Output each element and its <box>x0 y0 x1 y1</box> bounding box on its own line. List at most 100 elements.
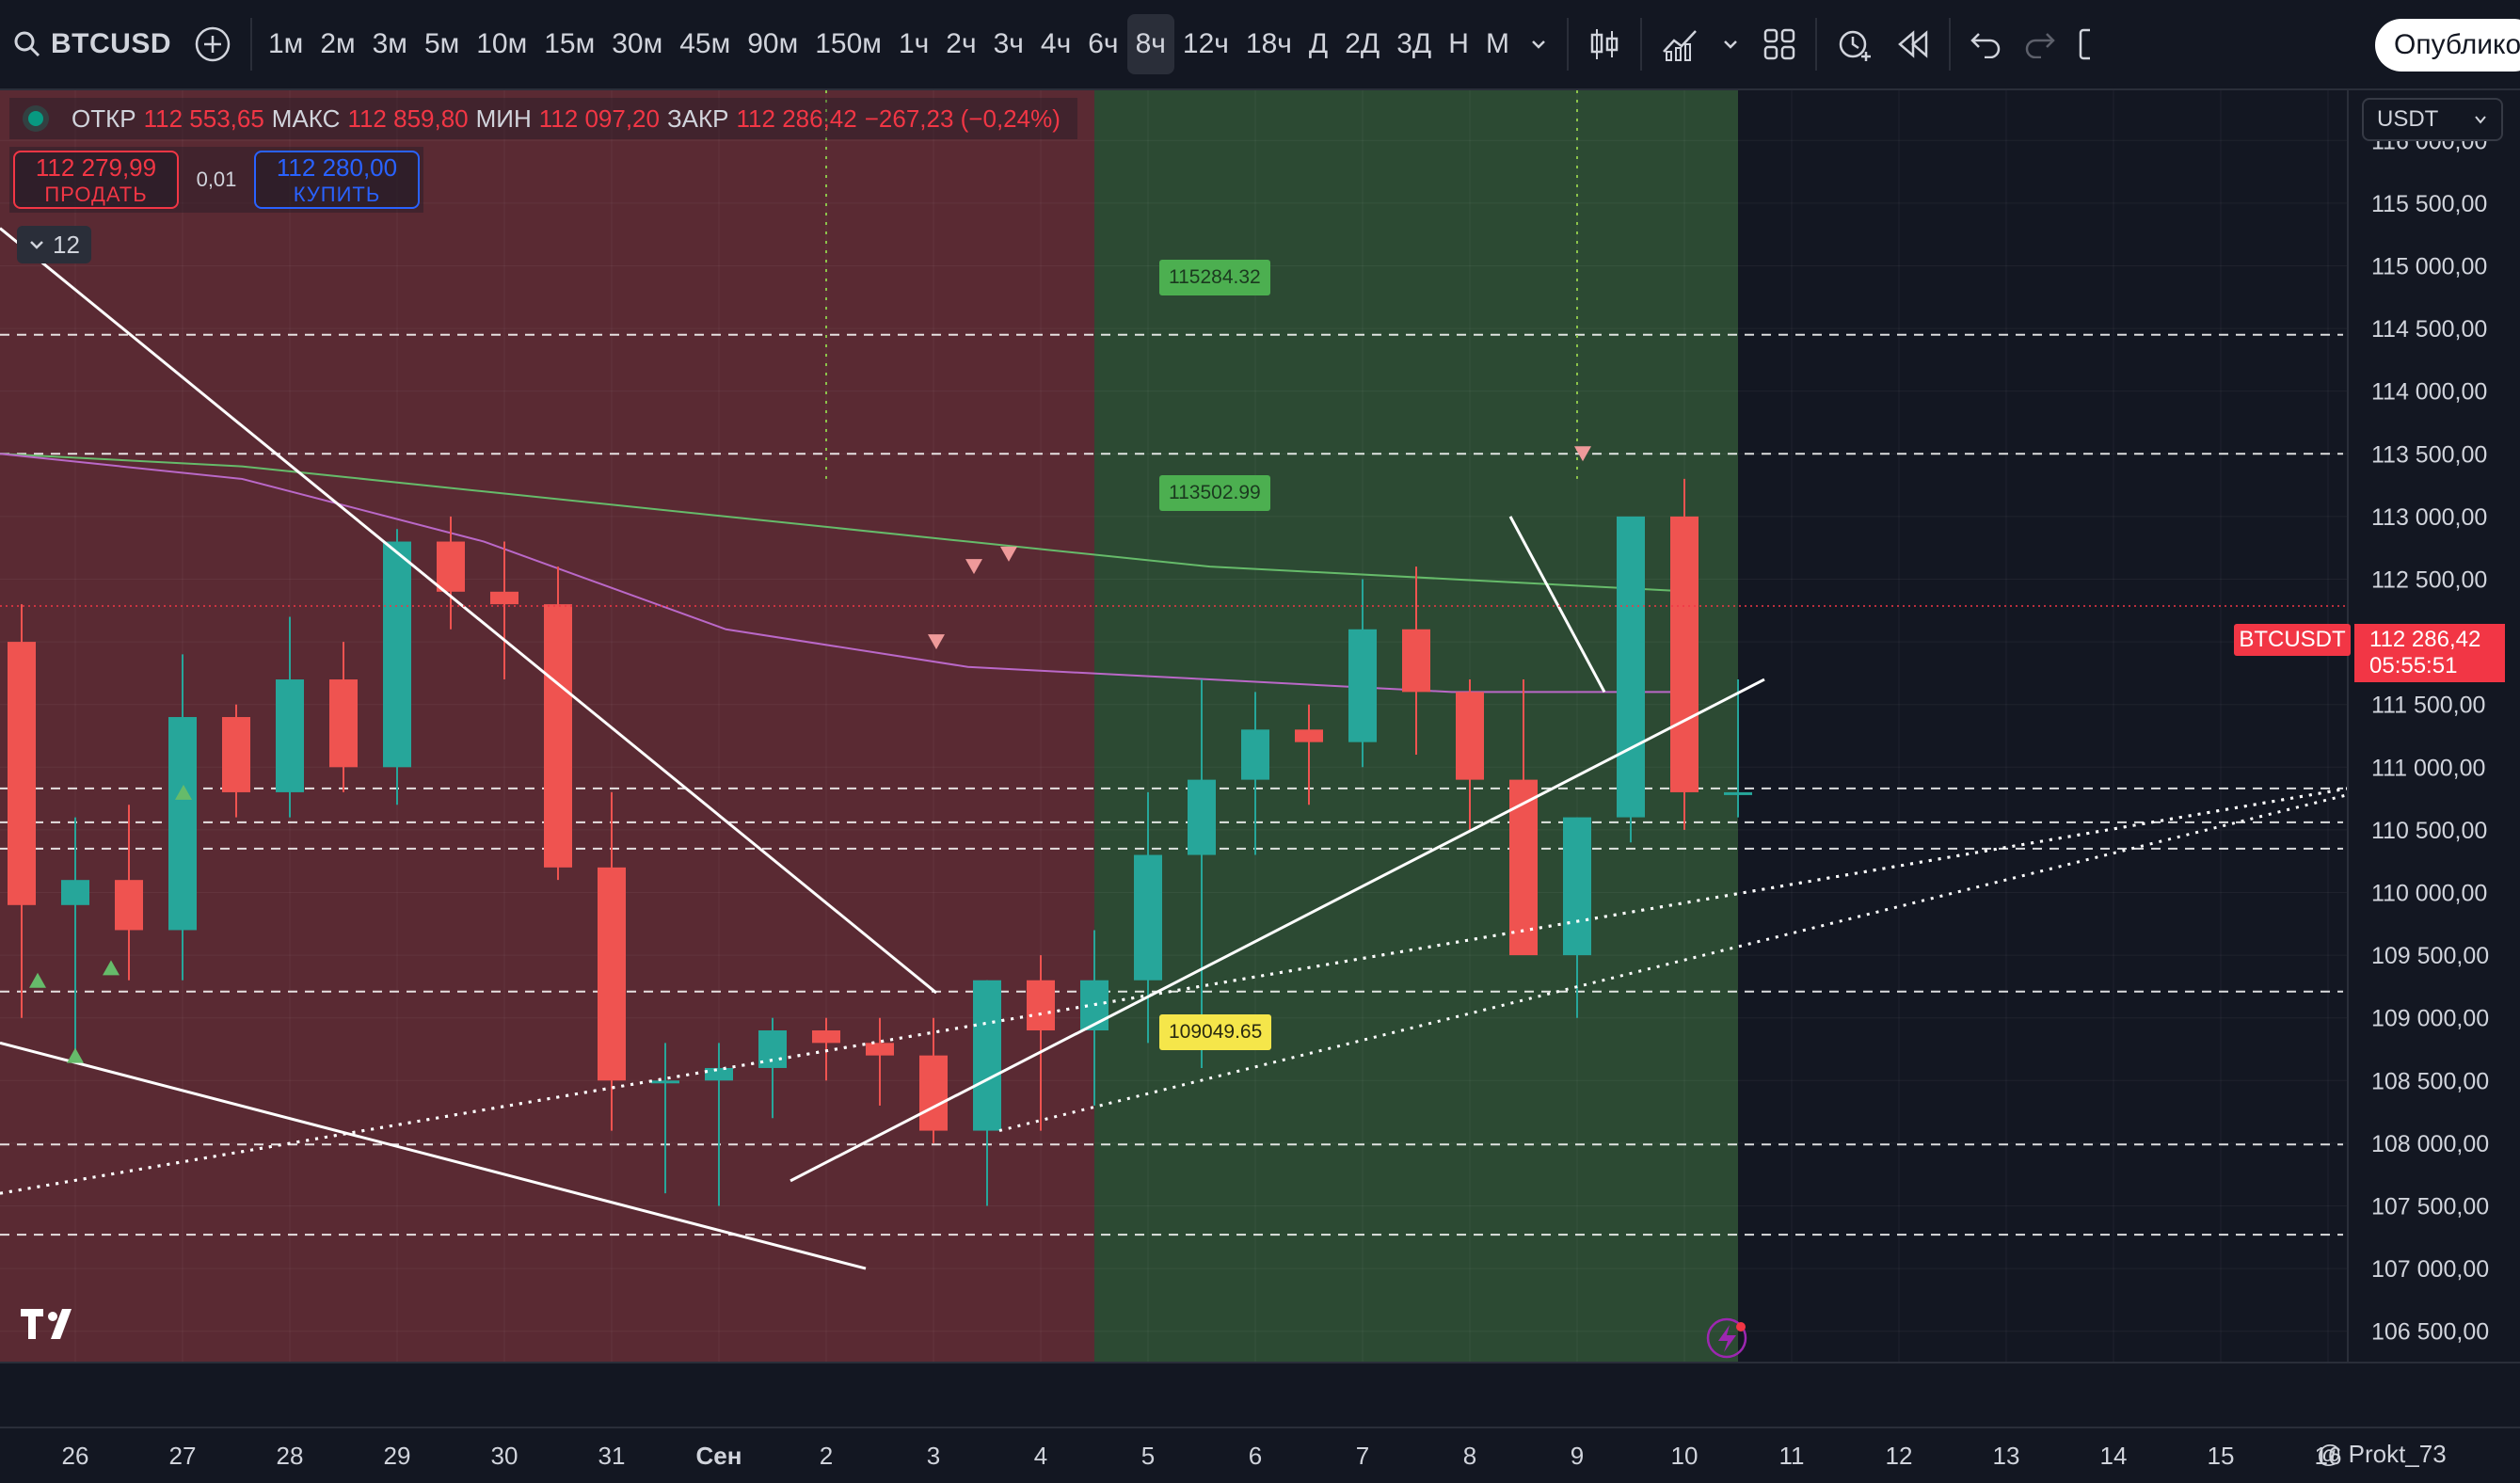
publish-button[interactable]: Опублико <box>2375 19 2520 72</box>
interval-22[interactable]: М <box>1485 28 1509 59</box>
time-axis-label: 7 <box>1355 1442 1370 1470</box>
fullscreen-button[interactable] <box>2067 14 2103 74</box>
candle-body <box>490 591 518 605</box>
trend-line <box>789 678 1765 1183</box>
interval-6[interactable]: 30м <box>612 28 663 59</box>
price-axis-label: 109 500,00 <box>2371 943 2489 969</box>
divider <box>250 18 252 71</box>
interval-1[interactable]: 2м <box>320 28 356 59</box>
symbol-search[interactable]: BTCUSD <box>0 14 183 74</box>
interval-8[interactable]: 90м <box>747 28 799 59</box>
layout-button[interactable] <box>1751 14 1808 74</box>
trend-line <box>0 1041 867 1270</box>
indicators-dropdown[interactable] <box>1710 14 1751 74</box>
tradingview-logo-icon <box>21 1309 72 1339</box>
buy-button[interactable]: 112 280,00 КУПИТЬ <box>254 151 420 209</box>
candle-body <box>1295 729 1323 742</box>
candle-body <box>866 1043 894 1056</box>
sell-label: ПРОДАТЬ <box>44 182 148 206</box>
chart-type-button[interactable] <box>1576 14 1633 74</box>
candle-body <box>8 642 36 905</box>
interval-9[interactable]: 150м <box>815 28 882 59</box>
annotation-label[interactable]: 113502.99 <box>1159 475 1270 511</box>
time-axis-label: Сен <box>695 1442 742 1470</box>
candle-body <box>1134 854 1162 981</box>
interval-12[interactable]: 3ч <box>993 28 1024 59</box>
sell-button[interactable]: 112 279,99 ПРОДАТЬ <box>13 151 179 209</box>
currency-select[interactable]: USDT <box>2362 98 2503 141</box>
alert-button[interactable] <box>1825 14 1885 74</box>
interval-21[interactable]: Н <box>1448 28 1469 59</box>
spread-value: 0,01 <box>196 167 237 191</box>
interval-4[interactable]: 10м <box>476 28 528 59</box>
time-axis-label: 3 <box>926 1442 941 1470</box>
candle-body <box>1241 729 1269 780</box>
tradingview-logo[interactable] <box>21 1308 83 1350</box>
price-axis-label: 112 500,00 <box>2371 566 2487 593</box>
last-price-value: 112 286,42 <box>2369 627 2481 652</box>
time-axis-label: 12 <box>1885 1442 1913 1470</box>
interval-7[interactable]: 45м <box>679 28 731 59</box>
price-axis-label: 113 000,00 <box>2371 504 2487 531</box>
candle-body <box>919 1055 948 1131</box>
indicators-count: 12 <box>53 230 80 259</box>
interval-0[interactable]: 1м <box>268 28 304 59</box>
price-axis-label: 115 500,00 <box>2371 191 2487 217</box>
interval-11[interactable]: 2ч <box>946 28 977 59</box>
close-label: ЗАКР <box>666 104 729 133</box>
interval-19[interactable]: 2Д <box>1345 28 1380 59</box>
bottom-panel <box>0 1363 2520 1427</box>
time-axis-label: 5 <box>1140 1442 1156 1470</box>
time-axis[interactable]: 26 27 28 29 30 31 Сен 2 3 4 5 6 7 8 9 10 11 12 13 14 15 16 <box>0 1427 2520 1483</box>
indicators-button[interactable] <box>1650 14 1710 74</box>
interval-13[interactable]: 4ч <box>1040 28 1072 59</box>
trend-line <box>1508 516 1606 694</box>
annotation-label[interactable]: 115284.32 <box>1159 260 1270 295</box>
interval-3[interactable]: 5м <box>423 28 460 59</box>
interval-16[interactable]: 12ч <box>1182 28 1229 59</box>
interval-2[interactable]: 3м <box>372 28 407 59</box>
price-axis-label: 114 000,00 <box>2371 379 2487 406</box>
interval-5[interactable]: 15м <box>544 28 596 59</box>
bracket-icon <box>2079 28 2090 60</box>
time-axis-label: 28 <box>276 1442 304 1470</box>
buy-label: КУПИТЬ <box>293 182 381 206</box>
divider <box>1814 18 1817 71</box>
candle-body <box>1188 779 1216 855</box>
signal-marker <box>67 1047 84 1063</box>
indicators-collapse-button[interactable]: 12 <box>17 226 91 263</box>
indicators-icon <box>1663 30 1697 61</box>
candles-icon <box>1590 29 1619 59</box>
alarm-clock-icon <box>1839 30 1871 61</box>
price-axis-label: 109 000,00 <box>2371 1006 2489 1032</box>
annotation-label[interactable]: 109049.65 <box>1159 1014 1272 1050</box>
interval-15[interactable]: 8ч <box>1126 14 1174 74</box>
time-axis-label: 26 <box>61 1442 89 1470</box>
interval-10[interactable]: 1ч <box>898 28 930 59</box>
undo-button[interactable] <box>1958 14 2013 74</box>
price-axis-label: 108 500,00 <box>2371 1068 2489 1094</box>
candle-body <box>437 541 465 592</box>
replay-button[interactable] <box>1885 14 1941 74</box>
interval-14[interactable]: 6ч <box>1088 28 1119 59</box>
price-axis-label: 110 000,00 <box>2371 880 2487 906</box>
price-axis-label: 111 000,00 <box>2371 755 2485 781</box>
price-axis-label: 110 500,00 <box>2371 818 2487 844</box>
grid-icon <box>1763 28 1795 60</box>
interval-17[interactable]: 18ч <box>1245 28 1292 59</box>
candle-body <box>1724 791 1752 795</box>
compare-button[interactable] <box>183 14 243 74</box>
candle-body <box>1027 980 1055 1031</box>
time-axis-label: 13 <box>1992 1442 2020 1470</box>
interval-18[interactable]: Д <box>1308 28 1329 59</box>
intervals-dropdown[interactable] <box>1518 14 1559 74</box>
price-axis-label: 115 000,00 <box>2371 253 2487 279</box>
candle-body <box>383 541 411 768</box>
trend-line <box>0 787 2349 1195</box>
time-axis-label: 27 <box>168 1442 197 1470</box>
redo-button[interactable] <box>2013 14 2067 74</box>
trade-panel: 112 279,99 ПРОДАТЬ 0,01 112 280,00 КУПИТ… <box>9 147 423 213</box>
interval-20[interactable]: 3Д <box>1396 28 1432 59</box>
candle-body <box>222 717 250 792</box>
